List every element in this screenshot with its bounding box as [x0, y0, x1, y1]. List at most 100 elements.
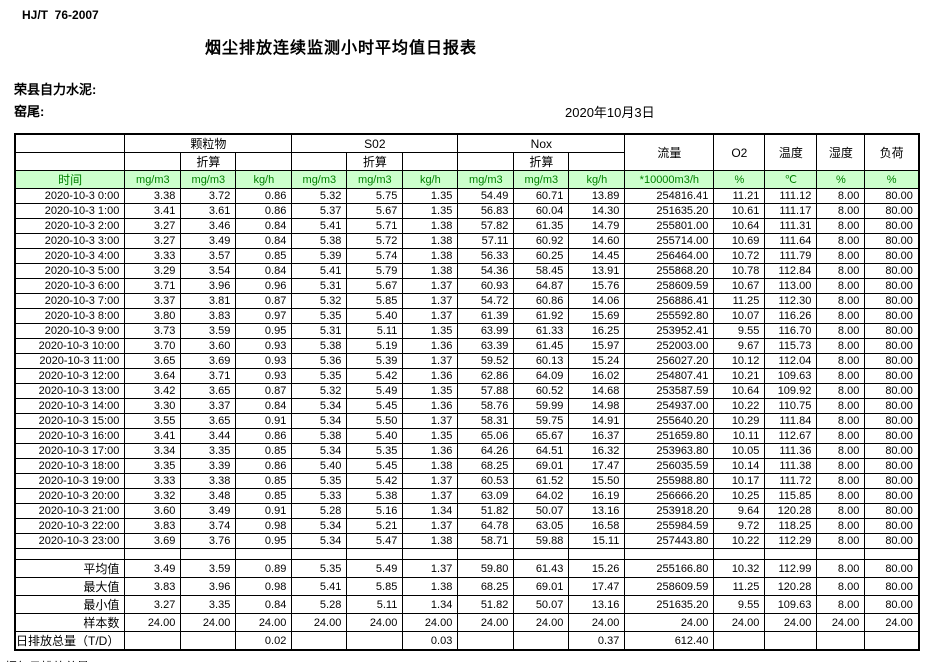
time-cell: 2020-10-3 1:00 — [14, 203, 126, 219]
value-cell: 3.37 — [180, 398, 237, 414]
value-cell: 63.39 — [457, 338, 515, 354]
value-cell: 54.49 — [457, 188, 515, 204]
time-cell: 2020-10-3 5:00 — [14, 263, 126, 279]
value-cell: 14.45 — [568, 248, 626, 264]
value-cell: 14.06 — [568, 293, 626, 309]
value-cell: 64.51 — [513, 443, 570, 459]
value-cell: 5.37 — [291, 203, 348, 219]
value-cell: 1.35 — [402, 383, 459, 399]
value-cell: 8.00 — [816, 323, 866, 339]
value-cell: 60.71 — [513, 188, 570, 204]
value-cell: 80.00 — [864, 383, 920, 399]
value-cell: 3.49 — [180, 503, 237, 519]
value-cell: 255988.80 — [624, 473, 715, 489]
data-row: 2020-10-3 1:00 3.41 3.61 0.86 5.37 5.67 1.35 56… — [14, 203, 920, 219]
value-cell: 63.09 — [457, 488, 515, 504]
value-cell: 8.00 — [816, 233, 866, 249]
value-cell: 5.72 — [346, 233, 404, 249]
empty-cell — [14, 548, 126, 560]
summary-value-cell: 13.16 — [568, 595, 626, 614]
value-cell: 80.00 — [864, 323, 920, 339]
data-row: 2020-10-3 2:00 3.27 3.46 0.84 5.41 5.71 1.38 57… — [14, 218, 920, 234]
value-cell: 16.58 — [568, 518, 626, 534]
value-cell: 14.68 — [568, 383, 626, 399]
data-row: 2020-10-3 20:00 3.32 3.48 0.85 5.33 5.38 1.37 6… — [14, 488, 920, 504]
value-cell: 3.73 — [124, 323, 182, 339]
value-cell: 10.14 — [713, 458, 766, 474]
empty-cell — [864, 548, 920, 560]
value-cell: 5.34 — [291, 518, 348, 534]
value-cell: 3.81 — [180, 293, 237, 309]
value-cell: 5.32 — [291, 293, 348, 309]
unit-header-row: 时间 mg/m3 mg/m3 kg/h mg/m3 mg/m3 kg/h mg/… — [14, 170, 920, 189]
value-cell: 80.00 — [864, 308, 920, 324]
unit-header-mgm3: mg/m3 — [513, 170, 570, 189]
value-cell: 61.45 — [513, 338, 570, 354]
value-cell: 14.98 — [568, 398, 626, 414]
time-col-blank-cell — [14, 133, 126, 153]
value-cell: 3.83 — [124, 518, 182, 534]
value-cell: 5.36 — [291, 353, 348, 369]
value-cell: 9.64 — [713, 503, 766, 519]
value-cell: 3.83 — [180, 308, 237, 324]
value-cell: 10.22 — [713, 398, 766, 414]
value-cell: 8.00 — [816, 188, 866, 204]
summary-value-cell: 11.25 — [713, 577, 766, 596]
time-cell: 2020-10-3 2:00 — [14, 218, 126, 234]
summary-value-cell: 255166.80 — [624, 559, 715, 578]
value-cell: 255984.59 — [624, 518, 715, 534]
value-cell: 3.44 — [180, 428, 237, 444]
summary-value-cell: 120.28 — [764, 577, 818, 596]
value-cell: 64.78 — [457, 518, 515, 534]
value-cell: 257443.80 — [624, 533, 715, 549]
column-header-flow: 流量 — [624, 133, 715, 171]
value-cell: 1.36 — [402, 368, 459, 384]
value-cell: 3.41 — [124, 203, 182, 219]
summary-value-cell: 0.84 — [235, 595, 293, 614]
time-header: 时间 — [14, 170, 126, 189]
blank-cell — [235, 152, 293, 171]
blank-cell — [291, 152, 348, 171]
value-cell: 10.11 — [713, 428, 766, 444]
time-cell: 2020-10-3 10:00 — [14, 338, 126, 354]
value-cell: 80.00 — [864, 188, 920, 204]
summary-row: 样本数 24.00 24.00 24.00 24.00 24.00 24.00 24.00 24… — [14, 613, 920, 632]
value-cell: 1.37 — [402, 353, 459, 369]
time-cell: 2020-10-3 8:00 — [14, 308, 126, 324]
blank-cell — [14, 152, 126, 171]
value-cell: 5.38 — [291, 233, 348, 249]
value-cell: 1.36 — [402, 338, 459, 354]
value-cell: 5.40 — [346, 428, 404, 444]
data-row: 2020-10-3 7:00 3.37 3.81 0.87 5.32 5.85 1.37 54… — [14, 293, 920, 309]
summary-row: 最小值 3.27 3.35 0.84 5.28 5.11 1.34 51.82 50.07 13.… — [14, 595, 920, 614]
value-cell: 10.05 — [713, 443, 766, 459]
value-cell: 10.64 — [713, 383, 766, 399]
summary-value-cell: 1.38 — [402, 577, 459, 596]
value-cell: 80.00 — [864, 428, 920, 444]
value-cell: 13.89 — [568, 188, 626, 204]
value-cell: 54.36 — [457, 263, 515, 279]
value-cell: 3.65 — [124, 353, 182, 369]
data-row: 2020-10-3 12:00 3.64 3.71 0.93 5.35 5.42 1.36 6… — [14, 368, 920, 384]
value-cell: 16.19 — [568, 488, 626, 504]
empty-cell — [568, 548, 626, 560]
value-cell: 10.67 — [713, 278, 766, 294]
value-cell: 1.37 — [402, 518, 459, 534]
value-cell: 5.35 — [291, 368, 348, 384]
value-cell: 68.25 — [457, 458, 515, 474]
empty-cell — [235, 548, 293, 560]
value-cell: 80.00 — [864, 473, 920, 489]
time-cell: 2020-10-3 14:00 — [14, 398, 126, 414]
value-cell: 5.79 — [346, 263, 404, 279]
value-cell: 256666.20 — [624, 488, 715, 504]
value-cell: 0.84 — [235, 218, 293, 234]
value-cell: 61.39 — [457, 308, 515, 324]
value-cell: 115.85 — [764, 488, 818, 504]
value-cell: 5.34 — [291, 413, 348, 429]
summary-value-cell — [180, 631, 237, 651]
value-cell: 112.29 — [764, 533, 818, 549]
value-cell: 60.25 — [513, 248, 570, 264]
summary-value-cell: 24.00 — [816, 613, 866, 632]
value-cell: 10.29 — [713, 413, 766, 429]
value-cell: 5.50 — [346, 413, 404, 429]
